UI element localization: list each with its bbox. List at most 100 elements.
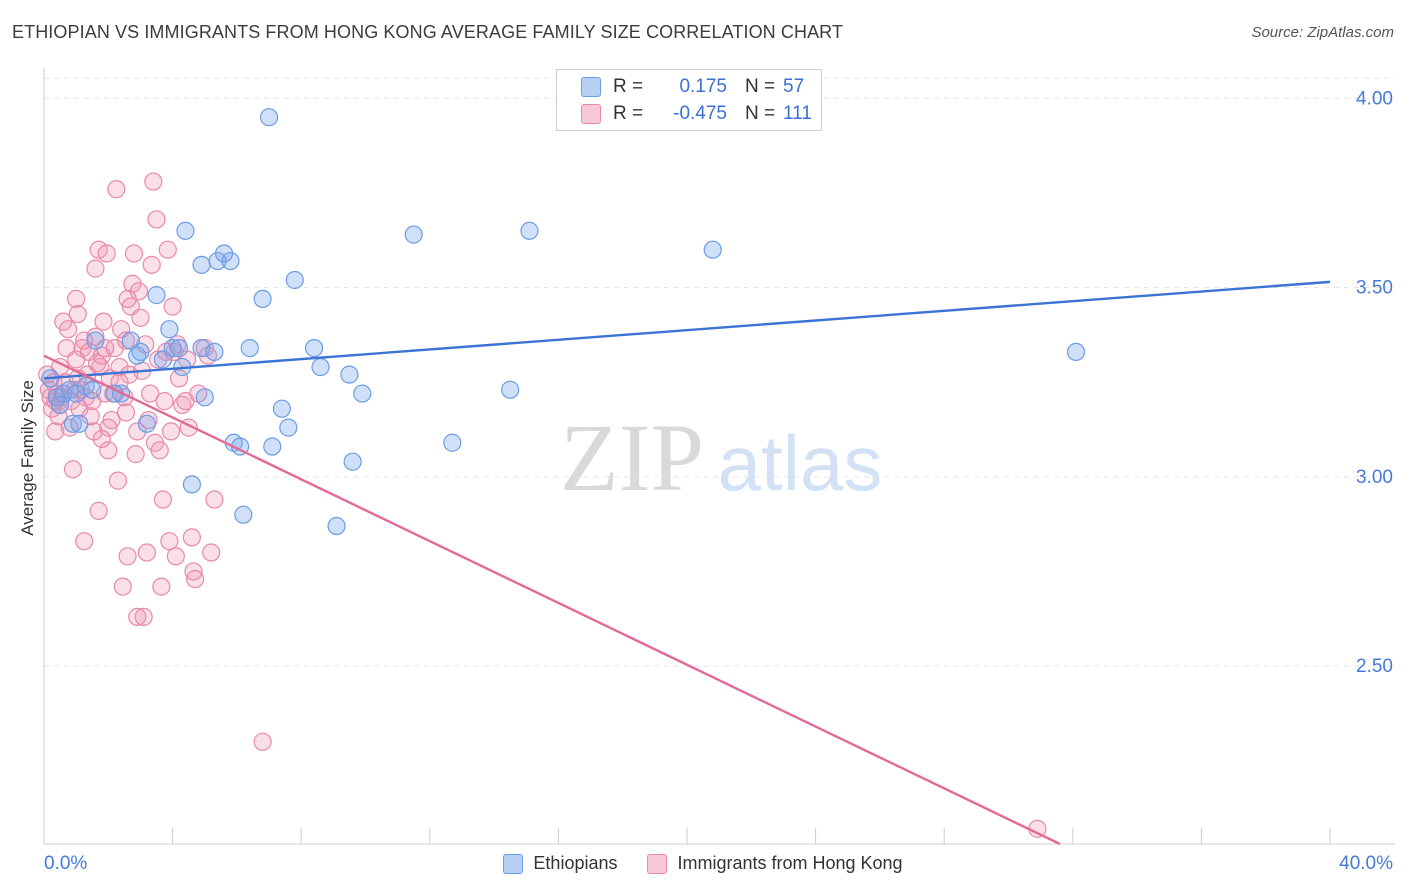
hong-kong-point <box>59 320 78 339</box>
source-label: Source: ZipAtlas.com <box>1251 24 1394 41</box>
pink-n-value: 111 <box>783 103 812 124</box>
hong-kong-point <box>97 244 116 263</box>
hong-kong-point <box>253 732 272 751</box>
hong-kong-point <box>92 429 111 449</box>
hong-kong-point <box>126 445 145 464</box>
stats-box: R = 0.175 N = 57 R = -0.475 N = 111 <box>556 69 822 131</box>
ethiopian-point <box>285 270 304 290</box>
hong-kong-point <box>99 418 118 437</box>
watermark-zip: ZIP <box>560 404 704 511</box>
n-label: N = <box>745 103 776 124</box>
hong-kong-point <box>155 392 174 411</box>
hong-kong-point <box>118 547 137 566</box>
x-tick-label-max: 40.0% <box>1339 853 1393 874</box>
blue-r-value: 0.175 <box>679 76 727 97</box>
hong-kong-point <box>184 562 203 581</box>
blue-n-value: 57 <box>783 76 805 97</box>
ethiopian-point <box>131 342 150 362</box>
ethiopian-point <box>50 395 70 414</box>
y-tick-label: 4.00 <box>1356 88 1393 109</box>
x-tick-label-min: 0.0% <box>44 853 87 874</box>
hong-kong-point <box>158 240 177 259</box>
hong-kong-point <box>152 577 171 596</box>
ethiopian-point <box>137 414 156 433</box>
ethiopian-point <box>443 433 462 452</box>
r-label: R = <box>613 76 644 97</box>
data-points <box>38 108 1086 838</box>
ethiopian-point <box>311 357 330 377</box>
ethiopian-trend-line <box>43 280 1331 380</box>
r-label: R = <box>613 103 644 124</box>
ethiopian-point <box>176 221 195 240</box>
hong-kong-point <box>67 289 86 309</box>
ethiopian-point <box>520 221 539 240</box>
ethiopian-point <box>353 384 372 403</box>
ethiopian-point <box>279 418 298 437</box>
hong-kong-point <box>86 259 105 278</box>
ethiopian-point <box>70 414 89 433</box>
ethiopian-point <box>163 339 182 358</box>
tick-labels: 2.50 3.00 3.50 4.00 0.0% 40.0% <box>44 88 1393 874</box>
hong-kong-point <box>116 403 136 422</box>
hong-kong-point <box>166 547 185 566</box>
hong-kong-point <box>137 543 156 562</box>
hong-kong-point <box>68 304 87 324</box>
hong-kong-point <box>87 354 107 373</box>
axes <box>43 68 1395 845</box>
ethiopian-point <box>214 244 234 263</box>
ethiopian-point <box>259 108 279 127</box>
hong-kong-point <box>163 297 182 316</box>
hong-kong-point <box>182 528 201 547</box>
ethiopian-point <box>221 251 240 271</box>
hong-kong-point <box>118 289 137 309</box>
hong-kong-point <box>140 384 160 403</box>
hong-kong-point <box>113 577 132 596</box>
ethiopian-point <box>63 414 83 433</box>
ethiopian-point <box>83 380 102 399</box>
stats-row-blue: R = 0.175 N = 57 <box>581 74 804 100</box>
ethiopian-point <box>234 505 253 524</box>
ethiopian-point <box>304 339 324 358</box>
hong-kong-point <box>89 501 108 520</box>
hong-kong-point <box>169 369 189 388</box>
y-tick-label: 3.00 <box>1356 467 1393 488</box>
blue-swatch <box>581 77 601 97</box>
hong-kong-point <box>147 210 166 229</box>
y-tick-label: 3.50 <box>1356 278 1393 299</box>
pink-r-value: -0.475 <box>673 103 727 124</box>
grid-lines <box>44 77 1395 667</box>
legend-label-hong-kong: Immigrants from Hong Kong <box>677 853 903 873</box>
ethiopian-point <box>205 342 224 362</box>
ethiopian-point <box>182 475 201 494</box>
hong-kong-point <box>160 532 179 551</box>
ethiopian-point <box>195 388 214 407</box>
legend: Ethiopians Immigrants from Hong Kong <box>0 853 1406 874</box>
hong-kong-point <box>49 407 68 426</box>
watermark-atlas: atlas <box>718 419 883 507</box>
hong-kong-point <box>161 422 181 441</box>
hong-kong-point <box>75 532 94 551</box>
legend-item-ethiopians[interactable]: Ethiopians <box>503 853 617 874</box>
hong-kong-point <box>186 569 205 589</box>
hong-kong-point <box>95 339 115 358</box>
hong-kong-point <box>142 255 161 274</box>
ethiopian-point <box>272 399 292 418</box>
ethiopian-point <box>147 286 166 305</box>
ethiopian-point <box>343 452 362 471</box>
ethiopian-point <box>340 365 359 384</box>
ethiopian-point <box>86 331 105 350</box>
hong-kong-point <box>108 471 128 490</box>
legend-swatch-pink <box>647 853 668 874</box>
ethiopian-point <box>208 251 227 271</box>
legend-label-ethiopians: Ethiopians <box>533 853 618 873</box>
hong-kong-point <box>46 422 65 441</box>
n-label: N = <box>745 76 776 97</box>
hong-kong-point <box>202 543 221 562</box>
hong-kong-point <box>150 441 169 460</box>
trend-lines <box>43 280 1331 846</box>
legend-item-hong-kong[interactable]: Immigrants from Hong Kong <box>647 853 903 874</box>
hong-kong-point <box>134 607 153 626</box>
hong-kong-point <box>124 244 144 263</box>
hong-kong-point <box>116 331 136 350</box>
